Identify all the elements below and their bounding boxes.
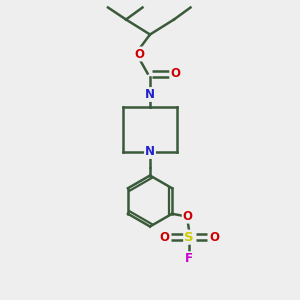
Text: F: F <box>185 252 193 265</box>
Text: N: N <box>145 145 155 158</box>
Text: O: O <box>209 231 219 244</box>
Text: O: O <box>170 67 181 80</box>
Text: O: O <box>183 210 193 223</box>
Text: S: S <box>184 231 194 244</box>
Text: O: O <box>134 47 145 61</box>
Text: N: N <box>145 88 155 101</box>
Text: O: O <box>159 231 169 244</box>
